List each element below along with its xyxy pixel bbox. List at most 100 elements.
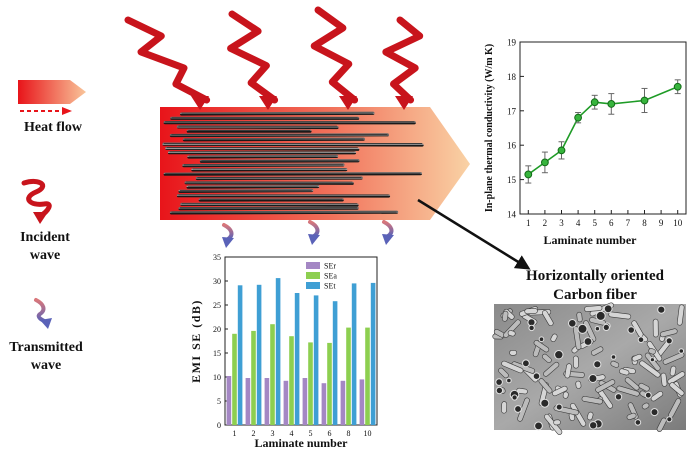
sem-fiber — [595, 379, 616, 393]
sem-fiber-end — [532, 372, 541, 381]
sem-fiber-body — [586, 411, 594, 421]
sem-fiber — [631, 353, 643, 362]
sem-fiber-end — [634, 419, 642, 426]
carbon-fiber — [163, 172, 423, 176]
emi-x-tick-label: 10 — [364, 429, 372, 438]
carbon-fiber — [165, 146, 360, 151]
sem-fiber-body — [669, 365, 677, 377]
emi-bar-sea — [289, 336, 294, 425]
sem-fiber — [538, 378, 553, 394]
sem-fiber-end — [577, 323, 588, 334]
sem-fiber-end — [678, 348, 685, 354]
sem-fiber — [659, 328, 678, 338]
incident-wave-label-line2: wave — [29, 248, 61, 263]
emi-x-tick-label: 2 — [252, 429, 256, 438]
incident-wave-label-line1: Incident — [20, 230, 70, 245]
sem-fiber-body — [576, 311, 583, 323]
sem-fiber — [610, 360, 620, 368]
transmitted-wave-label-line1: Transmitted — [9, 340, 83, 355]
emi-bar-ser — [302, 378, 308, 425]
sem-fiber-end — [511, 394, 518, 401]
sem-fiber-body — [507, 330, 516, 337]
incident-wave-arrowhead — [259, 96, 277, 110]
sem-fiber-body — [541, 310, 554, 327]
tc-y-tick-label: 18 — [507, 72, 517, 82]
sem-fiber-body — [641, 402, 650, 410]
carbon-fiber — [199, 159, 360, 163]
emi-x-tick-label: 1 — [233, 429, 237, 438]
sem-fiber — [541, 310, 554, 327]
sem-fiber-end — [610, 354, 617, 360]
carbon-fiber — [186, 184, 320, 189]
emi-bar-sea — [365, 327, 370, 425]
sem-fiber-body — [498, 367, 509, 379]
sem-fiber-end — [657, 305, 666, 314]
sem-fiber-end — [595, 310, 606, 321]
carbon-fiber-bundle — [162, 111, 424, 215]
sem-fiber — [507, 330, 516, 337]
sem-fiber-end — [594, 326, 601, 332]
sem-fiber-body — [667, 371, 686, 385]
emi-legend-label: SEt — [324, 282, 336, 291]
emi-bar-sea — [346, 327, 351, 425]
transmitted-wave — [382, 220, 394, 238]
incident-wave — [124, 16, 211, 104]
sem-fiber-end — [522, 359, 530, 368]
sem-fiber — [584, 305, 603, 312]
sem-fiber — [562, 391, 569, 399]
sem-fiber-end — [589, 421, 598, 430]
emi-bar-set — [313, 295, 319, 425]
sem-caption-line2: Carbon fiber — [553, 287, 637, 303]
sem-fiber-body — [573, 326, 582, 350]
tc-x-tick-label: 1 — [526, 218, 531, 228]
incident-wave-arrowhead — [339, 96, 357, 110]
tc-x-tick-label: 5 — [592, 218, 597, 228]
emi-bar-sea — [308, 342, 313, 425]
sem-fiber-end — [568, 319, 577, 328]
sem-fiber-end — [649, 357, 656, 363]
sem-fiber-body — [552, 385, 568, 397]
emi-bar-ser — [226, 376, 232, 425]
sem-fiber-end — [506, 377, 512, 384]
emi-y-tick-label: 10 — [213, 373, 221, 382]
sem-fiber — [575, 380, 582, 389]
sem-fiber-body — [608, 311, 632, 320]
emi-bar-set — [275, 278, 281, 425]
incident-wave-arrowhead — [191, 96, 209, 110]
emi-bar-set — [237, 285, 243, 425]
sem-fiber-body — [619, 368, 630, 376]
tc-y-tick-label: 16 — [507, 141, 517, 151]
sem-fiber-end — [644, 391, 652, 399]
sem-fiber — [509, 349, 517, 356]
heat-flow-label: Heat flow — [24, 120, 82, 135]
sem-fiber-body — [575, 380, 582, 389]
sem-fiber-body — [662, 352, 685, 365]
incident-wave-legend-icon — [21, 178, 52, 219]
sem-fiber — [501, 401, 508, 414]
sem-fiber-end — [514, 405, 522, 413]
sem-fiber-body — [659, 328, 678, 338]
thermal-conductivity-chart: 14 15 16 17 18 19 1 2 3 4 5 6 7 8 9 10 In-plane thermal… — [484, 38, 687, 247]
emi-bar-ser — [283, 380, 289, 425]
sem-fiber — [498, 367, 509, 379]
tc-x-tick-label: 3 — [559, 218, 564, 228]
sem-fiber — [502, 310, 509, 322]
sem-fiber — [586, 411, 594, 421]
sem-fiber-body — [583, 320, 597, 342]
tc-data-point — [640, 96, 649, 105]
emi-x-axis-label: Laminate number — [255, 436, 349, 450]
sem-fiber — [503, 319, 521, 338]
sem-fiber-body — [584, 305, 603, 312]
carbon-fiber — [162, 142, 424, 147]
sem-fiber — [676, 304, 685, 326]
transmitted-wave-label-line2: wave — [30, 358, 62, 373]
sem-micrograph — [492, 302, 686, 435]
sem-fiber — [608, 311, 632, 320]
sem-fiber-body — [501, 360, 524, 374]
sem-fiber-body — [581, 396, 603, 405]
emi-x-tick-label: 3 — [271, 429, 275, 438]
sem-fiber-end — [666, 416, 673, 423]
emi-y-tick-label: 30 — [213, 277, 221, 286]
sem-fiber-body — [541, 353, 552, 363]
